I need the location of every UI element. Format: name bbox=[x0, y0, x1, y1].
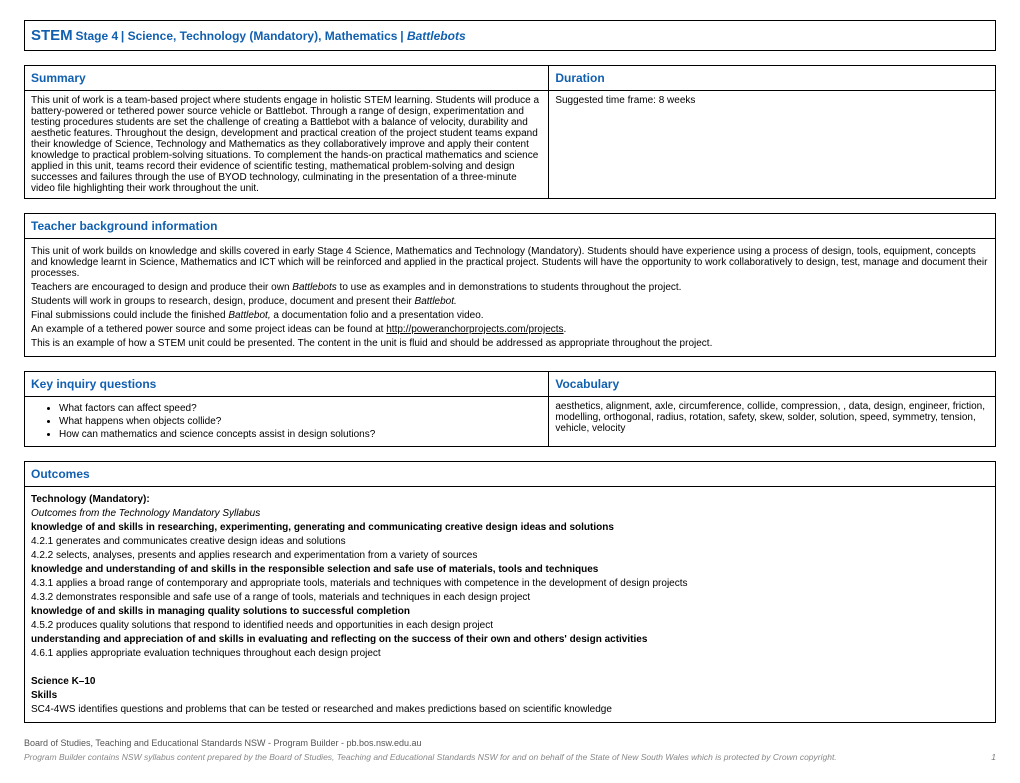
k4: understanding and appreciation of and sk… bbox=[31, 634, 989, 645]
vocab-header: Vocabulary bbox=[549, 372, 996, 397]
inquiry-header: Key inquiry questions bbox=[25, 372, 549, 397]
footer-line1: Board of Studies, Teaching and Education… bbox=[24, 737, 996, 751]
duration-body: Suggested time frame: 8 weeks bbox=[549, 91, 996, 199]
summary-header: Summary bbox=[25, 66, 549, 91]
o6: 4.6.1 applies appropriate evaluation tec… bbox=[31, 648, 989, 659]
teacher-body: This unit of work builds on knowledge an… bbox=[25, 239, 996, 357]
summary-duration-table: Summary Duration This unit of work is a … bbox=[24, 65, 996, 199]
title-stem: STEM bbox=[31, 27, 73, 44]
teacher-p2a: Teachers are encouraged to design and pr… bbox=[31, 282, 292, 293]
o4: 4.3.2 demonstrates responsible and safe … bbox=[31, 592, 989, 603]
duration-header: Duration bbox=[549, 66, 996, 91]
inquiry-vocab-table: Key inquiry questions Vocabulary What fa… bbox=[24, 371, 996, 447]
teacher-p2: Teachers are encouraged to design and pr… bbox=[31, 282, 989, 293]
o1: 4.2.1 generates and communicates creativ… bbox=[31, 536, 989, 547]
title-subjects: Science, Technology (Mandatory), Mathema… bbox=[128, 29, 398, 43]
summary-body: This unit of work is a team-based projec… bbox=[25, 91, 549, 199]
tech-title: Technology (Mandatory): bbox=[31, 494, 989, 505]
teacher-table: Teacher background information This unit… bbox=[24, 213, 996, 357]
outcomes-table: Outcomes Technology (Mandatory): Outcome… bbox=[24, 461, 996, 723]
teacher-p5c: . bbox=[564, 324, 567, 335]
title-unit: Battlebots bbox=[407, 29, 466, 43]
footer-line2-wrap: Program Builder contains NSW syllabus co… bbox=[24, 751, 996, 764]
teacher-p4a: Final submissions could include the fini… bbox=[31, 310, 228, 321]
sep2: | bbox=[400, 29, 407, 43]
title-stage: Stage 4 bbox=[75, 29, 118, 43]
sci-title: Science K–10 bbox=[31, 676, 989, 687]
title-cell: STEM Stage 4 | Science, Technology (Mand… bbox=[25, 21, 996, 51]
outcomes-body: Technology (Mandatory): Outcomes from th… bbox=[25, 487, 996, 723]
teacher-p3b: Battlebot. bbox=[415, 296, 457, 307]
k2: knowledge and understanding of and skill… bbox=[31, 564, 989, 575]
teacher-header: Teacher background information bbox=[25, 214, 996, 239]
tech-sub: Outcomes from the Technology Mandatory S… bbox=[31, 508, 989, 519]
footer: Board of Studies, Teaching and Education… bbox=[24, 737, 996, 763]
teacher-p2b: Battlebots bbox=[292, 282, 336, 293]
footer-line2: Program Builder contains NSW syllabus co… bbox=[24, 752, 837, 762]
inquiry-list: What factors can affect speed? What happ… bbox=[31, 403, 542, 440]
teacher-p4b: Battlebot, bbox=[228, 310, 270, 321]
teacher-p1: This unit of work builds on knowledge an… bbox=[31, 246, 989, 279]
teacher-p5-link[interactable]: http://poweranchorprojects.com/projects bbox=[386, 324, 563, 335]
teacher-p3a: Students will work in groups to research… bbox=[31, 296, 415, 307]
gap bbox=[31, 662, 989, 673]
teacher-p5: An example of a tethered power source an… bbox=[31, 324, 989, 335]
title-table: STEM Stage 4 | Science, Technology (Mand… bbox=[24, 20, 996, 51]
inquiry-q3: How can mathematics and science concepts… bbox=[59, 429, 542, 440]
inquiry-q2: What happens when objects collide? bbox=[59, 416, 542, 427]
inquiry-body: What factors can affect speed? What happ… bbox=[25, 397, 549, 447]
sep1: | bbox=[121, 29, 128, 43]
o3: 4.3.1 applies a broad range of contempor… bbox=[31, 578, 989, 589]
teacher-p2c: to use as examples and in demonstrations… bbox=[337, 282, 682, 293]
page-number: 1 bbox=[991, 751, 996, 764]
outcomes-header: Outcomes bbox=[25, 462, 996, 487]
teacher-p4c: a documentation folio and a presentation… bbox=[271, 310, 484, 321]
sci-sub: Skills bbox=[31, 690, 989, 701]
sci-o1: SC4-4WS identifies questions and problem… bbox=[31, 704, 989, 715]
teacher-p4: Final submissions could include the fini… bbox=[31, 310, 989, 321]
k3: knowledge of and skills in managing qual… bbox=[31, 606, 989, 617]
o2: 4.2.2 selects, analyses, presents and ap… bbox=[31, 550, 989, 561]
k1: knowledge of and skills in researching, … bbox=[31, 522, 989, 533]
teacher-p3: Students will work in groups to research… bbox=[31, 296, 989, 307]
inquiry-q1: What factors can affect speed? bbox=[59, 403, 542, 414]
vocab-body: aesthetics, alignment, axle, circumferen… bbox=[549, 397, 996, 447]
o5: 4.5.2 produces quality solutions that re… bbox=[31, 620, 989, 631]
teacher-p6: This is an example of how a STEM unit co… bbox=[31, 338, 989, 349]
teacher-p5a: An example of a tethered power source an… bbox=[31, 324, 386, 335]
